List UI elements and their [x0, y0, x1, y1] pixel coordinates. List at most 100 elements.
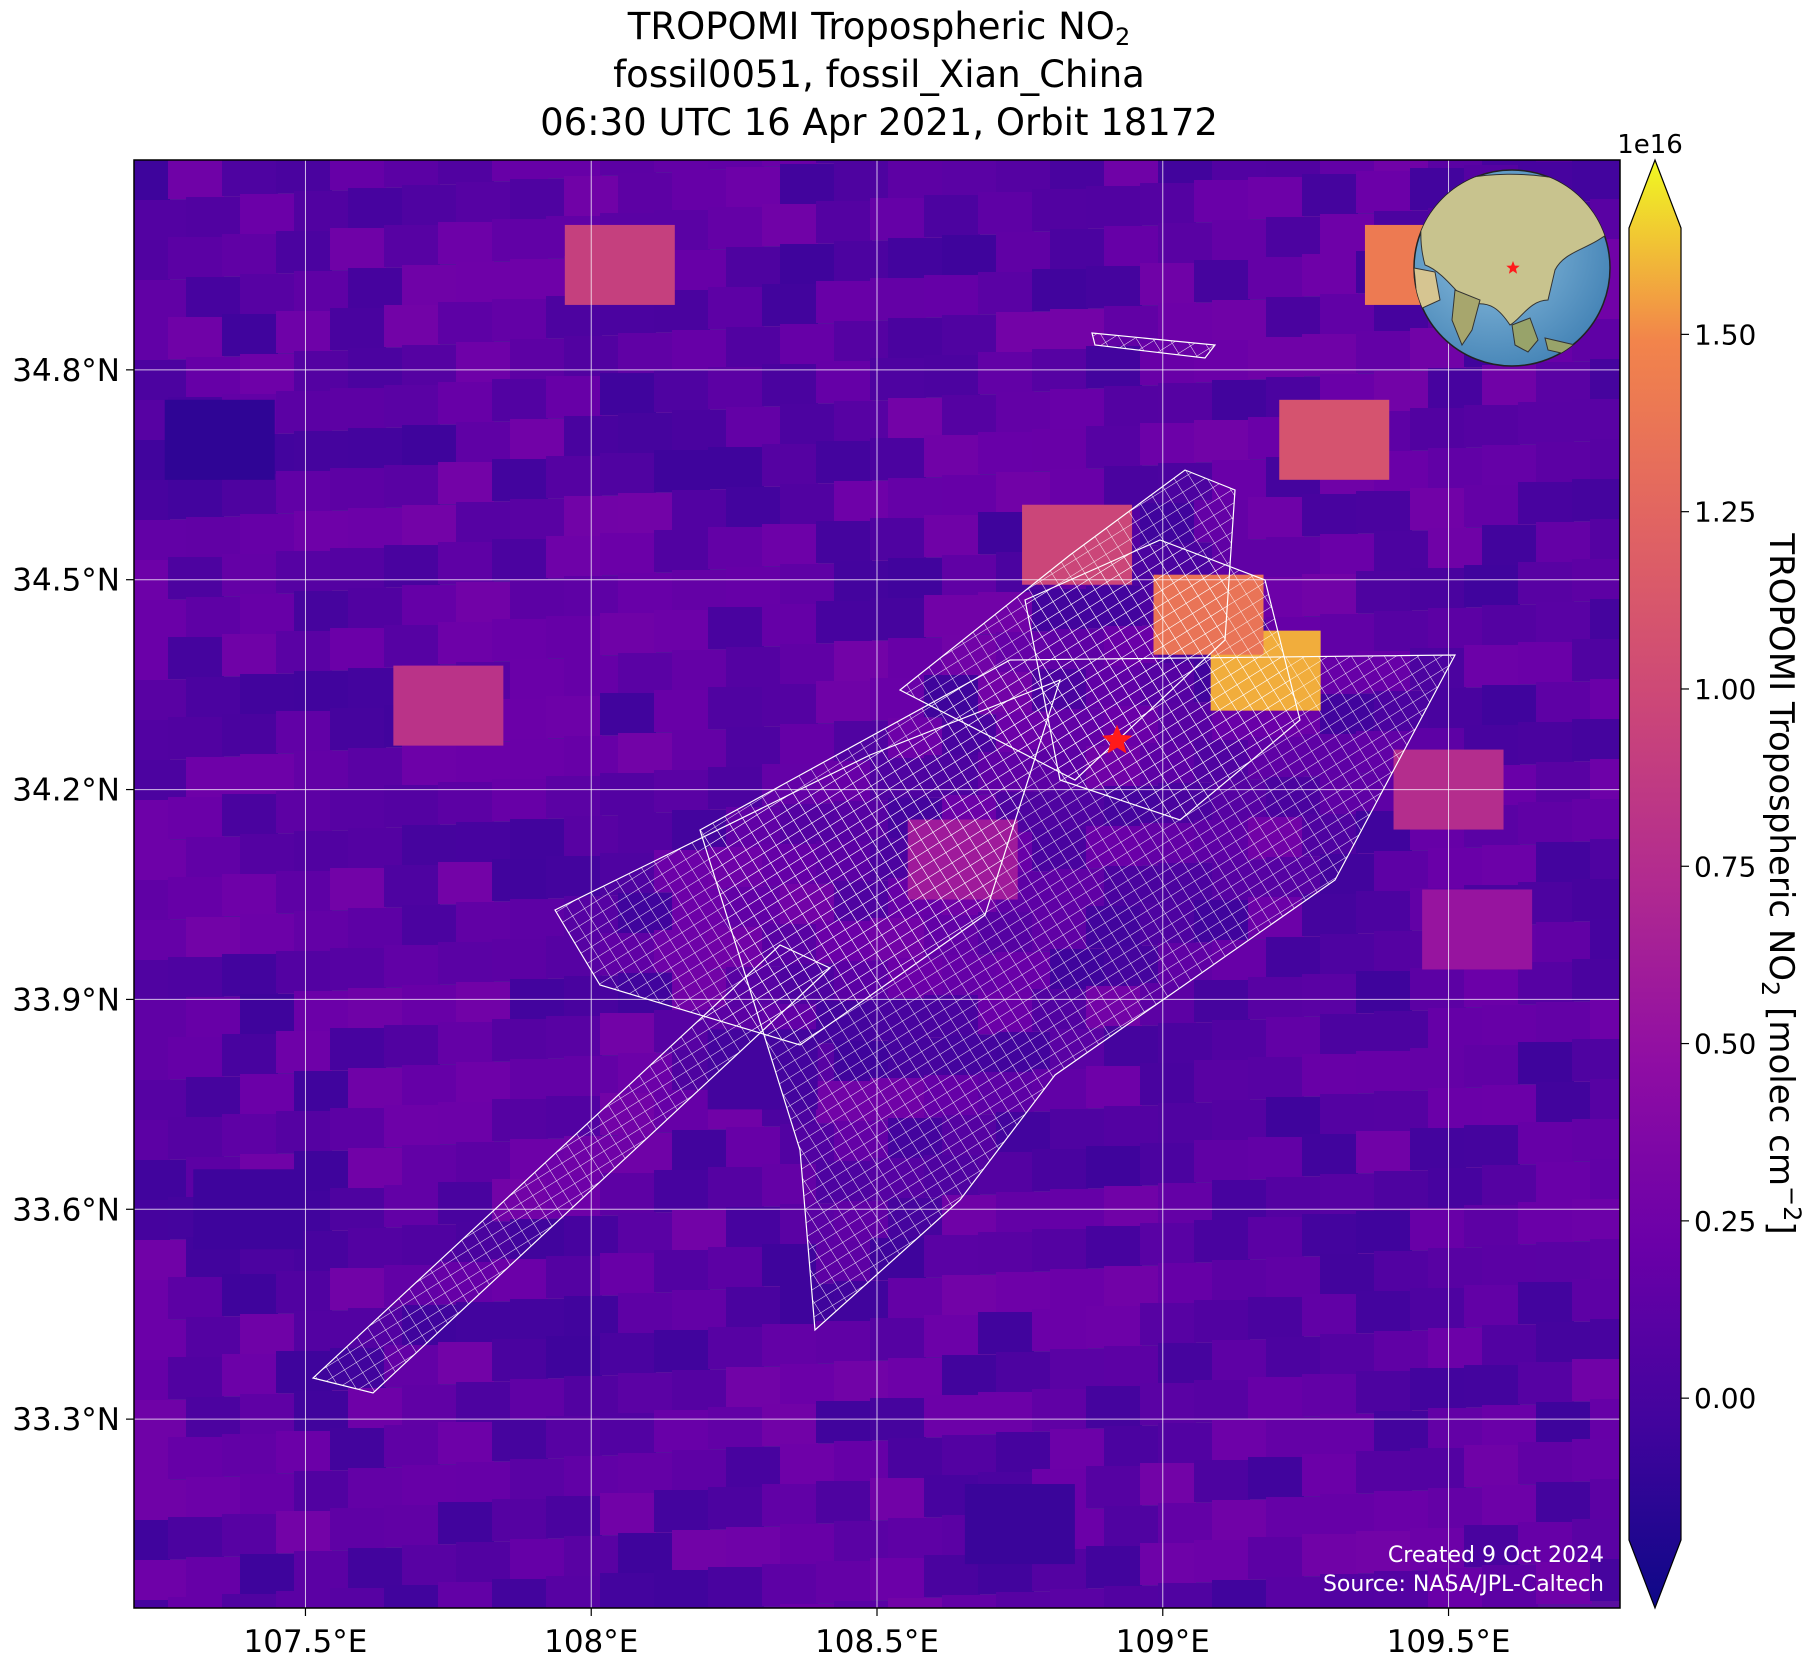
no2-pixel: [240, 1474, 296, 1516]
no2-pixel: [1248, 1457, 1304, 1499]
no2-pixel: [924, 195, 980, 237]
no2-pixel: [1482, 365, 1538, 407]
no2-pixel: [438, 160, 494, 184]
no2-pixel: [1572, 479, 1620, 521]
no2-pixel: [186, 597, 242, 639]
no2-pixel: [168, 1037, 224, 1079]
no2-pixel: [978, 272, 1034, 314]
no2-pixel: [438, 542, 494, 584]
no2-pixel: [1104, 1186, 1160, 1228]
no2-pixel: [186, 197, 242, 239]
no2-pixel: [726, 1367, 782, 1409]
no2-pixel: [1464, 1525, 1520, 1567]
no2-pixel: [510, 979, 566, 1021]
no2-pixel: [996, 1432, 1052, 1474]
no2-pixel: [168, 877, 224, 919]
no2-pixel: [1140, 1143, 1196, 1185]
no2-pixel: [672, 1530, 728, 1572]
no2-pixel: [708, 607, 764, 649]
no2-pixel: [438, 1342, 494, 1384]
no2-pixel: [1320, 1254, 1376, 1296]
no2-pixel: [134, 160, 170, 202]
no2-pixel: [1410, 1368, 1466, 1410]
no2-pixel: [1194, 1140, 1250, 1182]
no2-pixel: [888, 1278, 944, 1320]
no2-pixel: [1464, 1205, 1520, 1247]
no2-pixel: [1374, 1091, 1430, 1133]
no2-pixel: [1158, 1263, 1214, 1305]
no2-pixel: [1572, 1439, 1620, 1481]
no2-pixel: [1266, 1497, 1322, 1539]
no2-pixel: [564, 1376, 620, 1418]
no2-pixel: [134, 1240, 188, 1282]
no2-pixel: [1212, 220, 1268, 262]
no2-pixel: [600, 773, 656, 815]
no2-pixel: [134, 920, 188, 962]
no2-pixel: [456, 502, 512, 544]
no2-pixel: [134, 1560, 188, 1602]
no2-pixel: [1590, 359, 1620, 401]
title-line-2: fossil0051, fossil_Xian_China: [613, 53, 1145, 96]
no2-pixel: [888, 318, 944, 360]
no2-pixel: [1464, 1445, 1520, 1487]
site-star-marker: [1101, 724, 1133, 754]
no2-pixel: [726, 647, 782, 689]
no2-pixel: [834, 1521, 890, 1563]
no2-pixel: [924, 595, 980, 637]
no2-pixel: [294, 511, 350, 553]
no2-pixel: [996, 1192, 1052, 1234]
no2-pixel: [438, 1422, 494, 1464]
no2-pixel: [762, 444, 818, 486]
no2-pixel: [1140, 1303, 1196, 1345]
lon-tick-label: 109.5°E: [1387, 1624, 1511, 1658]
no2-pixel: [1518, 562, 1574, 604]
no2-pixel: [726, 247, 782, 289]
no2-pixel: [1158, 1503, 1214, 1545]
no2-pixel: [1266, 1577, 1322, 1608]
no2-pixel: [134, 1040, 170, 1082]
no2-pixel: [564, 336, 620, 378]
colorbar: 0.00 0.25 0.50 0.75 1.00 1.25 1.50 1e16 TROPOM…: [1617, 130, 1806, 1610]
no2-pixel: [186, 1637, 242, 1658]
no2-pixel: [780, 484, 836, 526]
lat-tick-label: 33.6°N: [12, 1192, 120, 1228]
no2-pixel: [654, 160, 710, 172]
no2-pixel: [456, 1622, 512, 1658]
no2-pixel: [1410, 1288, 1466, 1330]
no2-pixel: [134, 800, 170, 842]
no2-pixel: [762, 524, 818, 566]
no2-pixel: [1536, 682, 1592, 724]
no2-pixel: [1410, 1528, 1466, 1570]
no2-pixel: [1086, 346, 1142, 388]
no2-pixel: [762, 1404, 818, 1446]
no2-pixel: [618, 1533, 674, 1575]
no2-pixel: [456, 342, 512, 384]
no2-pixel: [348, 1068, 404, 1110]
no2-pixel: [780, 244, 836, 286]
no2-pixel: [726, 1207, 782, 1249]
no2-pixel: [492, 160, 548, 181]
no2-pixel: [1680, 1513, 1736, 1555]
no2-pixel: [942, 160, 998, 197]
no2-pixel: [1158, 1023, 1214, 1065]
no2-pixel: [1050, 1269, 1106, 1311]
no2-pixel: [1212, 380, 1268, 422]
no2-pixel: [1050, 469, 1106, 511]
no2-pixel: [1158, 1103, 1214, 1145]
no2-pixel: [672, 1610, 728, 1652]
no2-pixel: [1572, 1039, 1620, 1081]
no2-pixel: [726, 407, 782, 449]
no2-pixel: [168, 957, 224, 999]
no2-pixel: [1428, 1568, 1484, 1608]
no2-pixel: [276, 791, 332, 833]
no2-pixel: [510, 739, 566, 781]
no2-pixel: [1428, 608, 1484, 650]
no2-pixel: [348, 268, 404, 310]
no2-pixel: [1320, 534, 1376, 576]
no2-pixel: [384, 1585, 440, 1608]
no2-pixel: [276, 1431, 332, 1473]
no2-pixel: [546, 1016, 602, 1058]
no2-pixel: [1032, 1389, 1088, 1431]
no2-pixel: [384, 785, 440, 827]
no2-pixel: [1698, 193, 1754, 235]
